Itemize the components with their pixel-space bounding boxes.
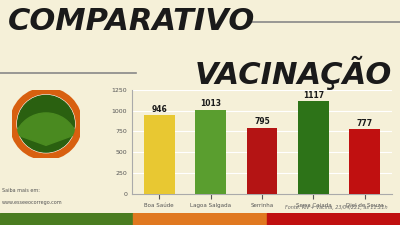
Text: 777: 777: [357, 119, 373, 128]
Text: 1013: 1013: [200, 99, 221, 108]
Text: VACINAÇÃO: VACINAÇÃO: [195, 56, 392, 90]
Bar: [246, 128, 278, 194]
Text: 946: 946: [151, 105, 167, 114]
Bar: [195, 110, 226, 194]
Bar: [298, 101, 329, 194]
Text: Saiba mais em:: Saiba mais em:: [2, 189, 40, 194]
Text: COMPARATIVO: COMPARATIVO: [8, 7, 255, 36]
Bar: [133, 213, 267, 225]
Text: 795: 795: [254, 117, 270, 126]
Text: Fonte: RN + Vacina, 23/04/221, às 11:21h: Fonte: RN + Vacina, 23/04/221, às 11:21h: [285, 205, 388, 210]
Bar: [349, 129, 380, 194]
Circle shape: [13, 91, 79, 157]
Text: www.esseeocorrego.com: www.esseeocorrego.com: [2, 200, 63, 205]
Bar: [0, 213, 133, 225]
Text: 1117: 1117: [303, 91, 324, 100]
Circle shape: [18, 95, 74, 152]
Bar: [267, 213, 400, 225]
Wedge shape: [16, 113, 76, 145]
Bar: [144, 115, 175, 194]
